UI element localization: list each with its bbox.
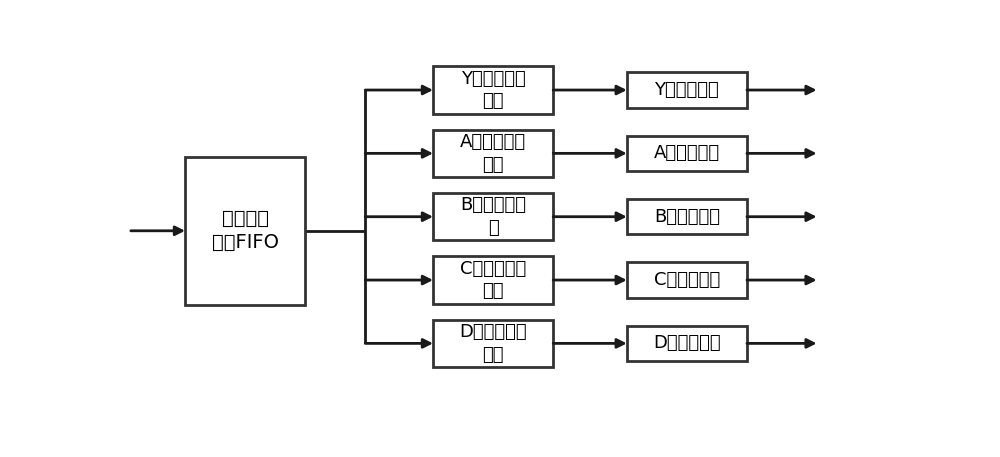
- Text: A角标指令存
储器: A角标指令存 储器: [460, 133, 526, 174]
- Text: 执行指令
缓存FIFO: 执行指令 缓存FIFO: [212, 209, 279, 252]
- Bar: [627, 72, 747, 107]
- Bar: [627, 199, 747, 234]
- Bar: [433, 193, 553, 240]
- Text: Y角标指令存
储器: Y角标指令存 储器: [461, 69, 526, 111]
- Bar: [185, 157, 305, 305]
- Text: A角标生成器: A角标生成器: [654, 144, 720, 162]
- Text: B角标指令存
储: B角标指令存 储: [460, 196, 526, 237]
- Bar: [627, 326, 747, 361]
- Text: Y角标生成器: Y角标生成器: [654, 81, 719, 99]
- Bar: [433, 66, 553, 114]
- Text: C角标生成器: C角标生成器: [654, 271, 720, 289]
- Bar: [433, 130, 553, 177]
- Bar: [627, 136, 747, 171]
- Text: D角标生成器: D角标生成器: [653, 335, 721, 352]
- Text: D角标指令存
储器: D角标指令存 储器: [459, 323, 527, 364]
- Text: B角标生成器: B角标生成器: [654, 208, 720, 226]
- Bar: [433, 319, 553, 367]
- Bar: [627, 262, 747, 298]
- Text: C角标指令存
储器: C角标指令存 储器: [460, 260, 526, 301]
- Bar: [433, 256, 553, 304]
